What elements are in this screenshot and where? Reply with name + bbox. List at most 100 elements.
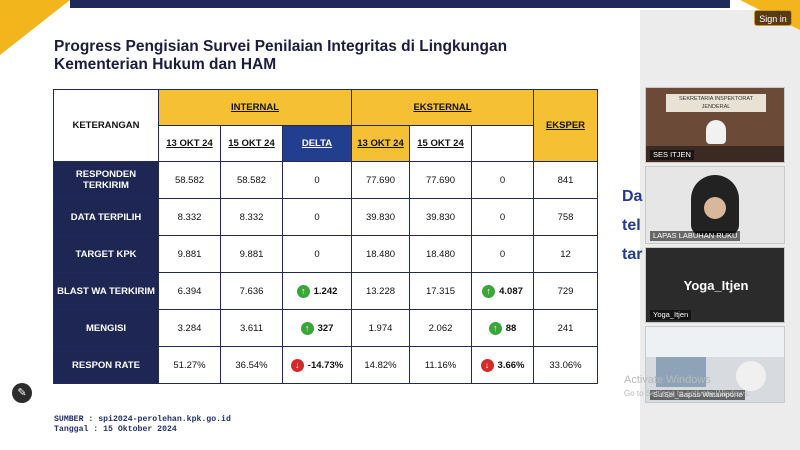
next-slide-text: tar	[622, 246, 643, 263]
internal-13okt: 58.582	[158, 161, 221, 199]
eksternal-delta: ↑ 88	[471, 309, 534, 347]
person-face	[704, 197, 726, 219]
delta-value: 327	[317, 322, 334, 334]
table-row: BLAST WA TERKIRIM 6.394 7.636 ↑ 1.242 13.…	[53, 272, 598, 310]
arrow-up-icon: ↑	[296, 284, 310, 298]
table-row: RESPON RATE 51.27% 36.54% ↓ -14.73% 14.82…	[53, 346, 598, 384]
slide-navy-strip	[70, 0, 730, 8]
delta-value: 1.242	[313, 285, 338, 297]
participant-tile[interactable]: SulSel_Bapas Watampone	[645, 326, 785, 403]
internal-delta: 0	[282, 198, 352, 236]
eksper-value: 729	[533, 272, 598, 310]
eksternal-13okt: 77.690	[351, 161, 410, 199]
eksternal-15okt: 2.062	[409, 309, 472, 347]
row-label: TARGET KPK	[53, 235, 159, 273]
table-row: DATA TERPILIH 8.332 8.332 0 39.830 39.83…	[53, 198, 598, 236]
header-internal-delta: DELTA	[282, 125, 352, 162]
pencil-edit-icon[interactable]: ✎	[12, 383, 32, 403]
next-slide-text: Da	[622, 188, 643, 205]
eksternal-13okt: 13.228	[351, 272, 410, 310]
survey-progress-table: KETERANGAN INTERNAL EKSTERNAL EKSPER 13 …	[53, 89, 598, 384]
eksternal-delta: ↑ 4.087	[471, 272, 534, 310]
header-eksternal-delta: DELTA	[471, 125, 534, 162]
row-label: RESPONDEN TERKIRIM	[53, 161, 159, 199]
eksternal-13okt: 14.82%	[351, 346, 410, 384]
internal-13okt: 3.284	[158, 309, 221, 347]
eksternal-13okt: 18.480	[351, 235, 410, 273]
participant-name: LAPAS LABUHAN RUKU	[650, 231, 741, 241]
arrow-down-icon: ↓	[290, 358, 304, 372]
internal-delta: ↓ -14.73%	[282, 346, 352, 384]
internal-delta: 0	[282, 235, 352, 273]
watermark-line: Activate Windows	[624, 374, 711, 386]
person-figure	[736, 361, 766, 391]
table-row: RESPONDEN TERKIRIM 58.582 58.582 0 77.69…	[53, 161, 598, 199]
internal-15okt: 9.881	[220, 235, 283, 273]
participant-tile[interactable]: Yoga_Itjen Yoga_Itjen	[645, 247, 785, 323]
internal-delta: 0	[282, 161, 352, 199]
internal-delta: ↑ 1.242	[282, 272, 352, 310]
header-eksternal-date2: 15 OKT 24	[409, 125, 472, 162]
delta-value: 4.087	[499, 285, 523, 297]
participant-display-name: Yoga_Itjen	[683, 278, 749, 293]
eksternal-15okt: 17.315	[409, 272, 472, 310]
participant-tile[interactable]: LAPAS LABUHAN RUKU	[645, 166, 785, 244]
date-line: Tanggal : 15 Oktober 2024	[54, 425, 177, 434]
internal-13okt: 6.394	[158, 272, 221, 310]
row-label: RESPON RATE	[53, 346, 159, 384]
delta-value: 3.66%	[497, 359, 525, 371]
table-row: MENGISI 3.284 3.611 ↑ 327 1.974 2.062 ↑ 88…	[53, 309, 598, 347]
internal-15okt: 7.636	[220, 272, 283, 310]
source-note: SUMBER : spi2024-perolehan.kpk.go.id Tan…	[54, 415, 231, 435]
header-eksper: EKSPER	[533, 89, 598, 162]
office-desk	[656, 357, 706, 387]
internal-delta: ↑ 327	[282, 309, 352, 347]
sign-in-button[interactable]: Sign in	[754, 10, 792, 26]
slide-title-line1: Progress Pengisian Survei Penilaian Inte…	[54, 38, 508, 55]
eksper-value: 241	[533, 309, 598, 347]
eksternal-delta: ↓ 3.66%	[471, 346, 534, 384]
delta-value: 88	[505, 322, 517, 334]
header-eksternal: EKSTERNAL	[351, 89, 534, 126]
internal-13okt: 8.332	[158, 198, 221, 236]
source-line: SUMBER : spi2024-perolehan.kpk.go.id	[54, 415, 231, 424]
eksper-value: 33.06%	[533, 346, 598, 384]
eksper-value: 841	[533, 161, 598, 199]
office-wall	[646, 327, 784, 357]
internal-13okt: 9.881	[158, 235, 221, 273]
eksternal-15okt: 77.690	[409, 161, 472, 199]
next-slide-text: tel	[622, 217, 641, 234]
header-eksternal-date1: 13 OKT 24	[351, 125, 410, 162]
activation-watermark: Activate Windows Go to Settings to activ…	[624, 374, 750, 400]
eksternal-15okt: 39.830	[409, 198, 472, 236]
eksternal-13okt: 1.974	[351, 309, 410, 347]
header-internal-date1: 13 OKT 24	[158, 125, 221, 162]
gold-corner-left	[0, 0, 70, 55]
participant-name: SulSel_Bapas Watampone	[650, 390, 746, 400]
eksternal-15okt: 11.16%	[409, 346, 472, 384]
internal-15okt: 36.54%	[220, 346, 283, 384]
row-label: MENGISI	[53, 309, 159, 347]
eksternal-15okt: 18.480	[409, 235, 472, 273]
participant-name: Yoga_Itjen	[650, 310, 692, 320]
eksper-value: 758	[533, 198, 598, 236]
slide-title: Progress Pengisian Survei Penilaian Inte…	[54, 38, 614, 74]
header-internal: INTERNAL	[158, 89, 352, 126]
wall-sign: SEKRETARIA INSPEKTORAT JENDERAL	[666, 94, 766, 112]
arrow-up-icon: ↑	[300, 321, 314, 335]
arrow-up-icon: ↑	[488, 321, 502, 335]
internal-15okt: 58.582	[220, 161, 283, 199]
eksper-value: 12	[533, 235, 598, 273]
eksternal-13okt: 39.830	[351, 198, 410, 236]
internal-15okt: 3.611	[220, 309, 283, 347]
eksternal-delta: 0	[471, 161, 534, 199]
person-figure	[706, 120, 726, 144]
row-label: DATA TERPILIH	[53, 198, 159, 236]
arrow-up-icon: ↑	[482, 284, 496, 298]
participant-tile[interactable]: SEKRETARIA INSPEKTORAT JENDERAL SES ITJE…	[645, 87, 785, 163]
eksternal-delta: 0	[471, 235, 534, 273]
watermark-line: Go to Settings to activate Windows.	[624, 389, 751, 398]
slide-title-line2: Kementerian Hukum dan HAM	[54, 56, 277, 73]
participant-name: SES ITJEN	[650, 150, 694, 160]
